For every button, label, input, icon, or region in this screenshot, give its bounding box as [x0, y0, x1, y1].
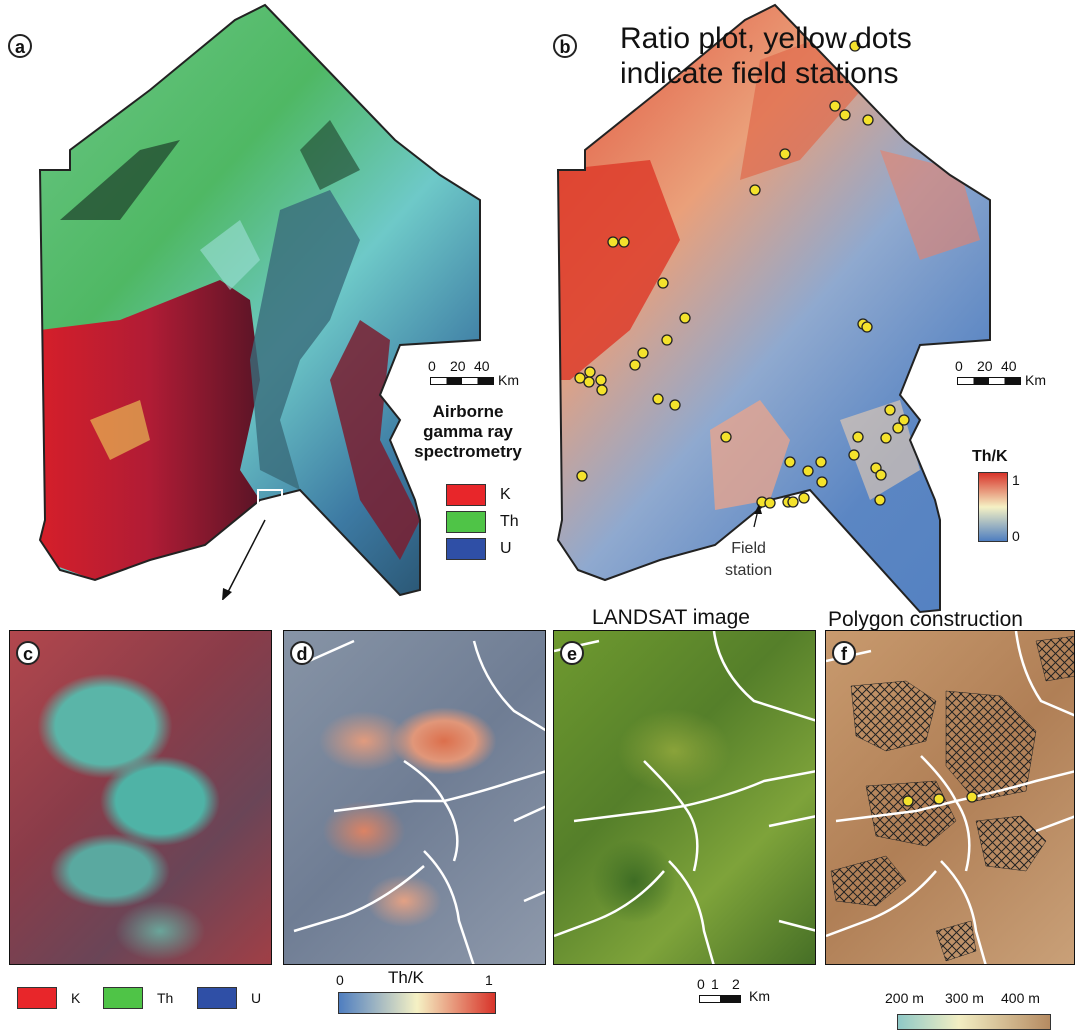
panel-f: f [825, 630, 1075, 965]
legend-title-2: gamma ray [403, 422, 533, 442]
legend-th: Th [446, 511, 519, 533]
drainage-lines-d [284, 631, 546, 965]
legend-k: K [446, 484, 511, 506]
gamma-ray-map [0, 0, 540, 600]
scalebar-b: 0 20 40 Km [955, 362, 1080, 392]
u-swatch [446, 538, 486, 560]
legend-title-3: spectrometry [403, 442, 533, 462]
k-swatch-bottom [17, 987, 57, 1009]
panel-f-label: f [832, 641, 856, 665]
scalebar-e: 0 1 2 Km [697, 976, 797, 1010]
panel-d: d [283, 630, 546, 965]
panel-c: c [9, 630, 272, 965]
th-swatch-bottom [103, 987, 143, 1009]
panel-e-label: e [560, 641, 584, 665]
scalebar-a: 0 20 40 Km [428, 362, 548, 392]
field-station-annotation: Field station [725, 538, 772, 582]
k-swatch [446, 484, 486, 506]
panel-e: e [553, 630, 816, 965]
panel-a-label: a [8, 34, 32, 58]
panel-b-label: b [553, 34, 577, 58]
panel-a: a 0 20 40 Km Airborne gamma ray spectrom… [0, 0, 540, 600]
thk-legend-d: Th/K 0 1 [330, 968, 510, 1028]
u-swatch-bottom [197, 987, 237, 1009]
panel-d-label: d [290, 641, 314, 665]
bottom-legend-u: U [197, 987, 261, 1009]
legend-title-1: Airborne [403, 402, 533, 422]
thk-colorbar-d [338, 992, 496, 1014]
elevation-colorbar [897, 1014, 1051, 1030]
panel-b-title-2: indicate field stations [620, 57, 899, 91]
gamma-ray-legend: Airborne gamma ray spectrometry [403, 402, 533, 462]
th-swatch [446, 511, 486, 533]
polygon-overlay [826, 631, 1075, 965]
thk-colorbar-b [978, 472, 1008, 542]
arrow-head-icon [222, 588, 232, 600]
panel-c-label: c [16, 641, 40, 665]
panel-b: b Ratio plot, yellow dots indicate field… [540, 0, 1083, 620]
bottom-legend-k: K [17, 987, 80, 1009]
bottom-legend-th: Th [103, 987, 173, 1009]
panel-b-title-1: Ratio plot, yellow dots [620, 22, 912, 56]
elevation-legend-f: 200 m 300 m 400 m [885, 990, 1065, 1030]
drainage-lines-e [554, 631, 816, 965]
panel-e-title: LANDSAT image [592, 606, 750, 630]
legend-u: U [446, 538, 512, 560]
thk-legend-b: Th/K 1 0 [972, 448, 1008, 466]
panel-f-title: Polygon construction [828, 608, 1023, 632]
